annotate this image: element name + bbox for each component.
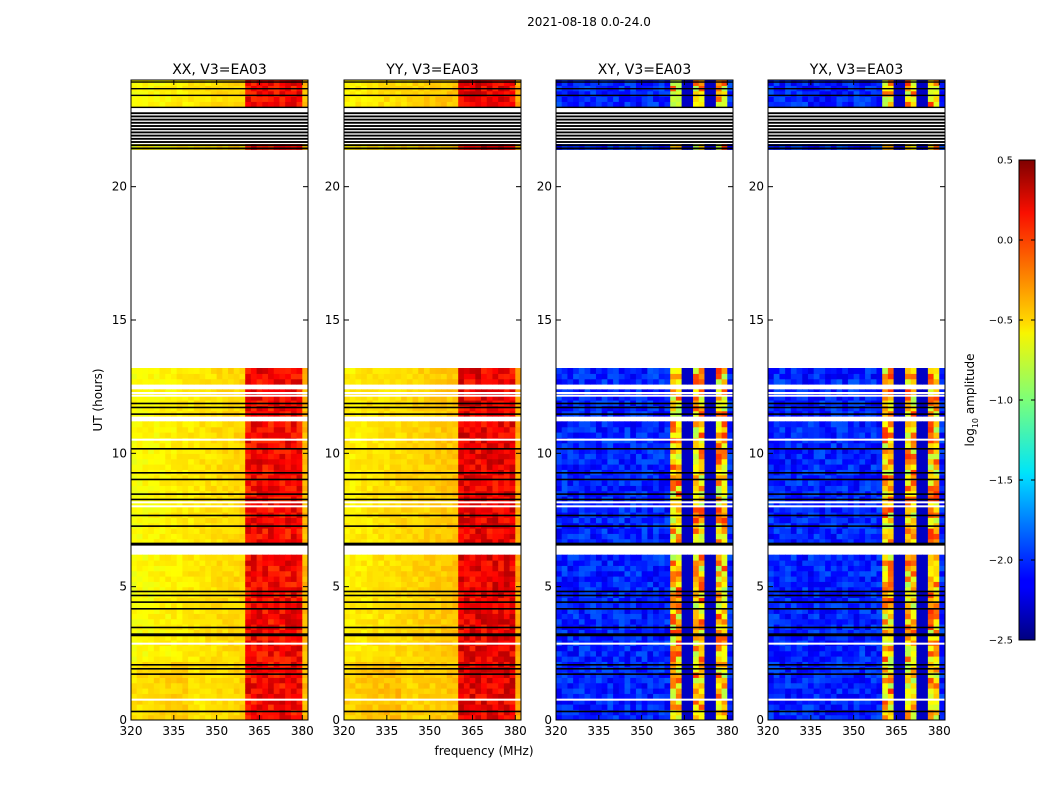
panel-title: YX, V3=EA03 xyxy=(809,62,904,78)
panel-xx: XX, V3=EA03 320 335 350 365 380 0 5 10 15 20 xyxy=(112,62,314,738)
y-tick-label: 10 xyxy=(325,446,340,460)
panel-yx: YX, V3=EA03 320 335 350 365 380 0 5 10 15 20 xyxy=(749,62,951,738)
x-tick-label: 320 xyxy=(757,724,780,738)
x-tick-label: 350 xyxy=(205,724,228,738)
x-tick-label: 335 xyxy=(375,724,398,738)
heatmap-cells xyxy=(556,80,733,720)
x-tick-label: 350 xyxy=(630,724,653,738)
x-tick-label: 380 xyxy=(928,724,951,738)
x-tick-label: 350 xyxy=(418,724,441,738)
x-tick-label: 365 xyxy=(885,724,908,738)
panel-frame xyxy=(767,79,946,721)
y-tick-label: 15 xyxy=(537,313,552,327)
y-tick-label: 10 xyxy=(537,446,552,460)
heatmap-cells xyxy=(131,80,308,720)
y-tick-label: 0 xyxy=(544,713,552,727)
y-tick-label: 10 xyxy=(749,446,764,460)
figure-suptitle: 2021-08-18 0.0-24.0 xyxy=(527,15,651,29)
y-tick-label: 20 xyxy=(749,180,764,194)
y-tick-label: 5 xyxy=(756,580,764,594)
y-tick-label: 15 xyxy=(325,313,340,327)
colorbar-tick-label: −2.0 xyxy=(989,556,1013,567)
y-tick-label: 5 xyxy=(332,580,340,594)
x-tick-label: 320 xyxy=(120,724,143,738)
y-tick-label: 0 xyxy=(332,713,340,727)
colorbar-tick-label: −1.5 xyxy=(989,476,1013,487)
x-tick-label: 335 xyxy=(162,724,185,738)
colorbar-tick-label: −2.5 xyxy=(989,636,1013,647)
y-tick-label: 15 xyxy=(749,313,764,327)
y-tick-label: 15 xyxy=(112,313,127,327)
x-tick-label: 320 xyxy=(545,724,568,738)
colorbar-label: log10 amplitude xyxy=(963,354,980,447)
y-tick-label: 5 xyxy=(119,580,127,594)
colorbar-ticks: 0.5 0.0 −0.5 −1.0 −1.5 −2.0 −2.5 xyxy=(989,156,1035,647)
y-tick-label: 0 xyxy=(119,713,127,727)
colorbar-tick-label: 0.5 xyxy=(997,156,1013,167)
y-tick-label: 5 xyxy=(544,580,552,594)
x-tick-label: 350 xyxy=(842,724,865,738)
y-axis-label: UT (hours) xyxy=(91,368,105,431)
x-tick-label: 380 xyxy=(504,724,527,738)
x-tick-label: 335 xyxy=(799,724,822,738)
y-tick-label: 20 xyxy=(325,180,340,194)
x-tick-label: 365 xyxy=(673,724,696,738)
x-tick-label: 335 xyxy=(587,724,610,738)
panel-frame xyxy=(555,79,734,721)
panel-title: XX, V3=EA03 xyxy=(172,62,267,78)
panel-frame xyxy=(130,79,309,721)
panel-frame xyxy=(343,79,522,721)
panel-title: XY, V3=EA03 xyxy=(598,62,692,78)
colorbar-tick-label: −0.5 xyxy=(989,316,1013,327)
colorbar-tick-label: 0.0 xyxy=(997,236,1013,247)
y-tick-label: 10 xyxy=(112,446,127,460)
heatmap-cells xyxy=(768,80,945,720)
y-tick-label: 20 xyxy=(537,180,552,194)
panel-title: YY, V3=EA03 xyxy=(385,62,478,78)
panel-yy: YY, V3=EA03 320 335 350 365 380 0 5 10 15 20 xyxy=(325,62,527,738)
x-tick-label: 365 xyxy=(461,724,484,738)
x-tick-label: 380 xyxy=(716,724,739,738)
colorbar-tick-label: −1.0 xyxy=(989,396,1013,407)
x-tick-label: 320 xyxy=(333,724,356,738)
panel-xy: XY, V3=EA03 320 335 350 365 380 0 5 10 15 20 xyxy=(537,62,739,738)
y-tick-label: 20 xyxy=(112,180,127,194)
heatmap-cells xyxy=(344,80,521,720)
x-tick-label: 380 xyxy=(291,724,314,738)
x-tick-label: 365 xyxy=(248,724,271,738)
y-tick-label: 0 xyxy=(756,713,764,727)
colorbar: 0.5 0.0 −0.5 −1.0 −1.5 −2.0 −2.5 log10 amplitu… xyxy=(963,156,1036,647)
x-axis-label: frequency (MHz) xyxy=(434,744,533,758)
